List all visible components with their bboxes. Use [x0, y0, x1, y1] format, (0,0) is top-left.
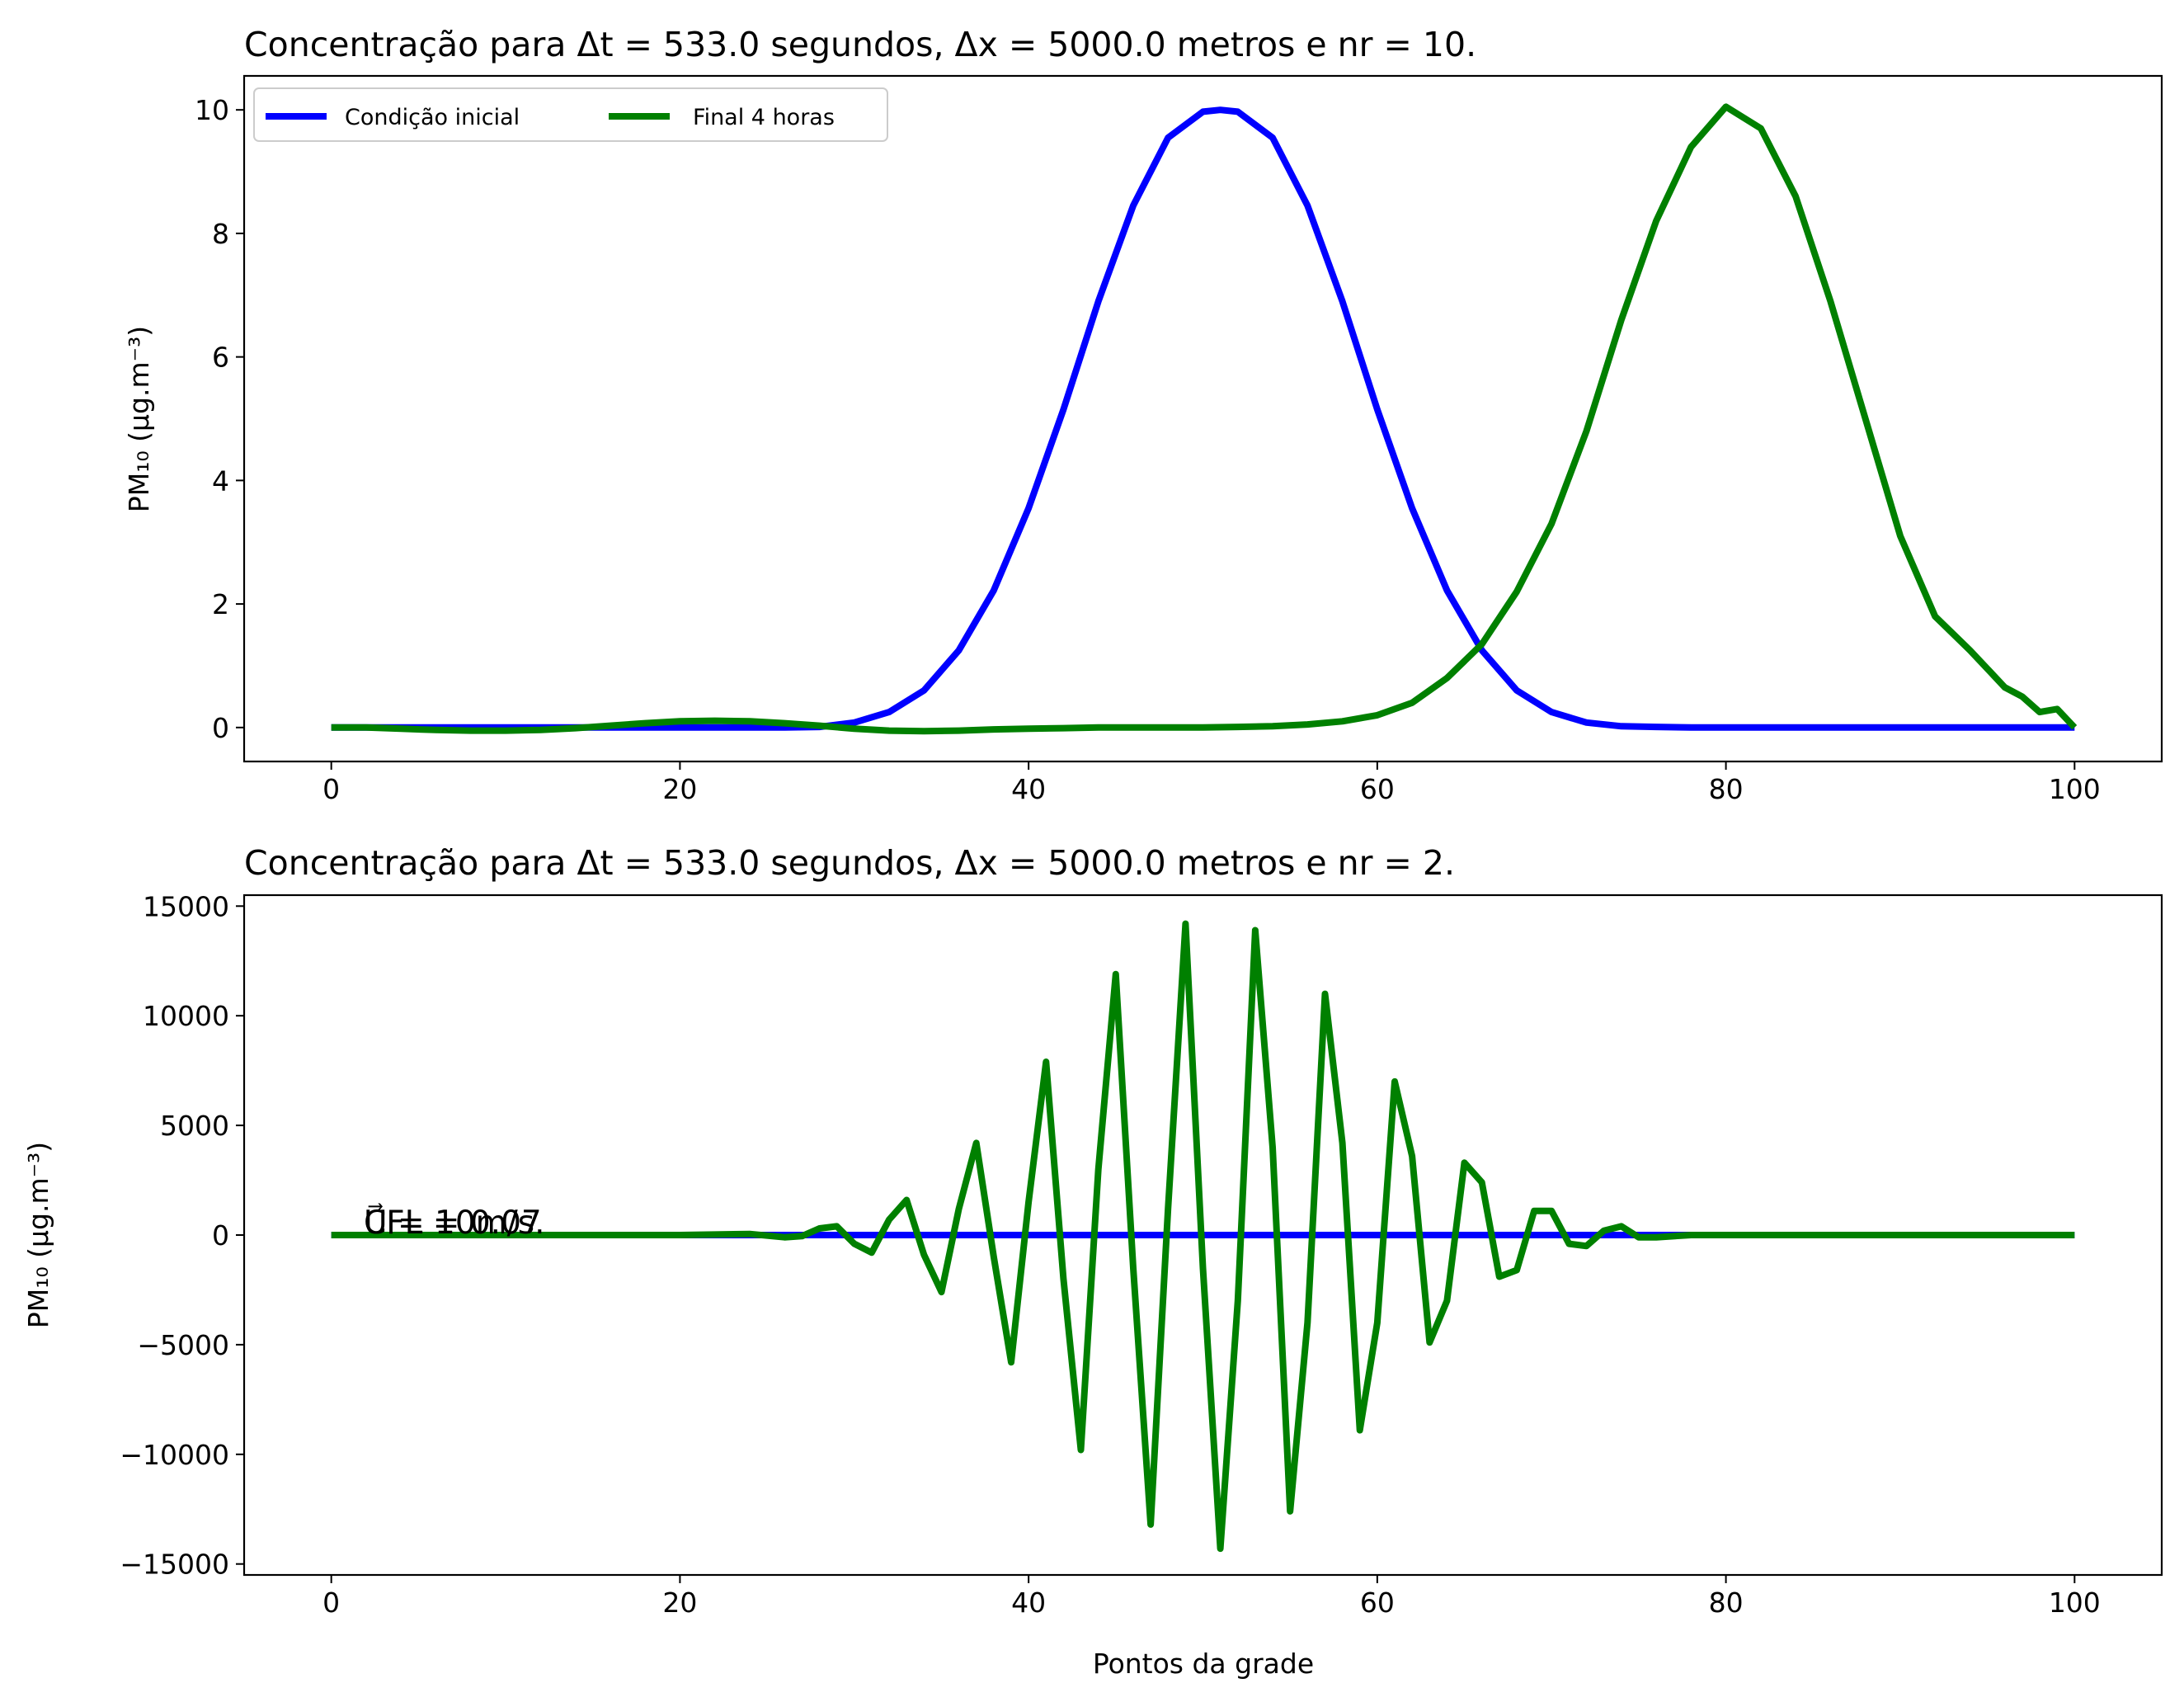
top-y-axis: 0 2 4 6 8 10: [195, 94, 244, 744]
annotation-wind-speed: U⃗ = 10m/s.: [364, 1203, 545, 1242]
top-x-tick-label: 20: [662, 773, 697, 805]
bottom-x-tick-label: 80: [1709, 1586, 1744, 1619]
legend-frame: [253, 87, 888, 142]
bottom-y-tick-label: −5000: [137, 1329, 229, 1361]
bottom-x-tick-label: 40: [1011, 1586, 1046, 1619]
bottom-x-axis: 0 20 40 60 80 100: [322, 1575, 2101, 1619]
bottom-y-tick-label: 0: [212, 1219, 229, 1252]
annotation-cfl: CFL = 0.07: [364, 1205, 542, 1242]
top-x-tick-label: 60: [1360, 773, 1395, 805]
top-panel: Concentração para Δt = 533.0 segundos, Δ…: [123, 25, 2163, 805]
bottom-y-tick-label: 10000: [143, 1000, 229, 1032]
legend-label-initial: Condição inicial: [345, 105, 520, 130]
top-y-tick-label: 2: [212, 588, 229, 620]
top-x-tick-label: 100: [2049, 773, 2101, 805]
top-axes-frame: [242, 74, 2163, 763]
top-x-tick-label: 40: [1011, 773, 1046, 805]
bottom-plot-area: [331, 920, 2075, 1553]
bottom-x-tick-label: 60: [1360, 1586, 1395, 1619]
bottom-x-tick-label: 100: [2049, 1586, 2101, 1619]
bottom-y-tick-label: −15000: [120, 1549, 229, 1581]
bottom-y-axis-label: PM₁₀ (μg.m⁻³): [22, 1142, 54, 1328]
top-series-line-1: [331, 103, 2078, 735]
top-y-tick-label: 6: [212, 342, 229, 374]
bottom-y-tick-label: −10000: [120, 1439, 229, 1471]
bottom-chart-title: Concentração para Δt = 533.0 segundos, Δ…: [244, 843, 1455, 883]
top-y-tick-label: 0: [212, 712, 229, 744]
bottom-y-axis: −15000 −10000 −5000 0 5000 10000 15000: [120, 890, 244, 1581]
top-x-tick-label: 80: [1709, 773, 1744, 805]
bottom-y-tick-label: 5000: [160, 1110, 229, 1142]
bottom-x-tick-label: 20: [662, 1586, 697, 1619]
top-plot-area: [331, 103, 2078, 735]
legend-label-final: Final 4 horas: [693, 105, 835, 130]
top-x-tick-label: 0: [322, 773, 340, 805]
bottom-x-axis-label: Pontos da grade: [1093, 1648, 1314, 1680]
top-y-tick-label: 8: [212, 218, 229, 250]
bottom-y-tick-label: 15000: [143, 890, 229, 922]
bottom-series-line-1: [331, 920, 2075, 1553]
top-y-tick-label: 4: [212, 464, 229, 497]
bottom-panel: Concentração para Δt = 533.0 segundos, Δ…: [22, 843, 2163, 1680]
bottom-x-tick-label: 0: [322, 1586, 340, 1619]
top-y-axis-label: PM₁₀ (μg.m⁻³): [123, 326, 155, 512]
top-legend: Condição inicial Final 4 horas: [253, 87, 888, 142]
top-y-tick-label: 10: [195, 94, 229, 126]
top-chart-title: Concentração para Δt = 533.0 segundos, Δ…: [244, 25, 1476, 64]
top-x-axis: 0 20 40 60 80 100: [322, 761, 2101, 805]
